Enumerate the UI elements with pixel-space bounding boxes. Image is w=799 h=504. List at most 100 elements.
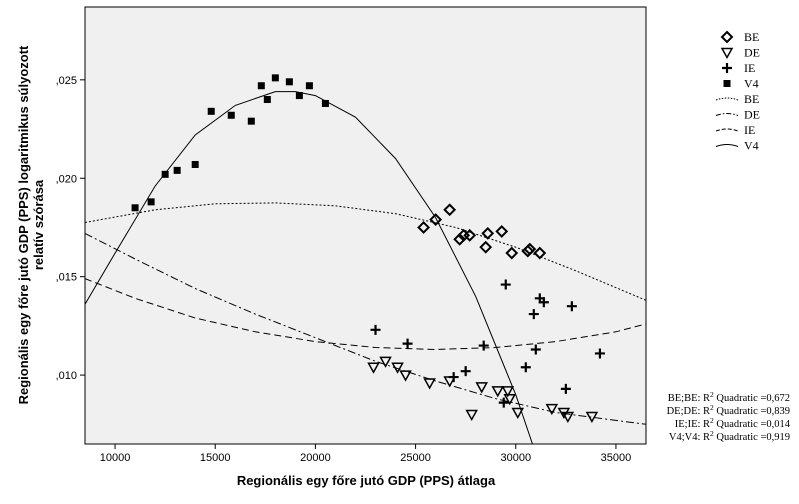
point-ie: [528, 309, 539, 320]
point-be: [523, 242, 537, 256]
point-de: [491, 386, 505, 398]
point-v4: [161, 170, 169, 178]
point-v4: [295, 92, 303, 100]
point-ie: [402, 338, 413, 349]
point-ie: [370, 324, 381, 335]
point-ie: [594, 348, 605, 359]
fit-line-de: [85, 232, 646, 425]
point-ie: [448, 372, 459, 383]
point-ie: [538, 297, 549, 308]
r2-annotation: DE;DE: R2 Quadratic =0,839: [667, 403, 790, 417]
fit-lines: [85, 91, 646, 444]
point-be: [533, 246, 547, 260]
x-axis: 10000 15000 20000 25000 30000 35000: [100, 444, 631, 464]
point-de: [511, 407, 525, 420]
point-be: [429, 213, 443, 227]
x-axis-title: Regionális egy főre jutó GDP (PPS) átlag…: [237, 473, 496, 488]
point-v4: [247, 117, 255, 125]
point-v4: [271, 74, 279, 82]
y-axis: ,010 ,015 ,020 ,025: [56, 75, 85, 382]
legend-label-de: DE: [744, 46, 760, 60]
y-tick-label: ,025: [56, 75, 77, 87]
y-tick-label: ,010: [56, 370, 77, 382]
x-tick-label: 20000: [300, 452, 331, 464]
point-de: [585, 411, 599, 423]
point-de: [501, 386, 515, 398]
legend-marker-v4: [723, 80, 731, 87]
point-v4: [173, 166, 181, 174]
y-tick-label: ,020: [56, 173, 77, 185]
point-v4: [305, 82, 313, 90]
point-de: [367, 362, 380, 374]
legend-label-fit-be: BE: [744, 92, 759, 106]
y-axis-title-line-2: relatív szórása: [31, 179, 46, 270]
point-be: [495, 224, 509, 238]
r2-annotation: V4;V4: R2 Quadratic =0,919: [669, 429, 790, 443]
legend-line-de: [715, 113, 739, 116]
fit-line-v4: [85, 91, 534, 444]
point-de: [475, 382, 488, 394]
point-de: [503, 393, 517, 406]
point-v4: [227, 111, 235, 119]
point-be: [417, 221, 431, 234]
point-ie: [460, 366, 471, 377]
legend-label-ie: IE: [744, 61, 755, 75]
point-ie: [520, 362, 531, 373]
point-be: [479, 240, 493, 254]
x-tick-label: 30000: [500, 452, 531, 464]
point-ie: [560, 383, 571, 394]
x-tick-label: 25000: [400, 452, 431, 464]
point-ie: [566, 301, 577, 312]
legend-marker-de: [720, 47, 734, 60]
y-tick-label: ,015: [56, 272, 77, 284]
r2-annotation: BE;BE: R2 Quadratic =0,672: [668, 390, 790, 404]
point-ie: [530, 344, 541, 355]
point-de: [423, 378, 436, 390]
point-be: [463, 228, 477, 242]
legend-marker-ie: [722, 63, 732, 73]
point-de: [391, 362, 404, 374]
fit-line-be: [85, 202, 646, 301]
point-be: [443, 203, 457, 217]
point-de: [379, 356, 392, 368]
point-v4: [131, 204, 139, 212]
point-ie: [478, 340, 489, 351]
legend-label-fit-ie: IE: [744, 123, 755, 137]
point-de: [561, 411, 575, 423]
legend-label-fit-v4: V4: [744, 139, 759, 153]
legend-line-v4: [715, 144, 739, 147]
x-tick-label: 10000: [100, 452, 131, 464]
point-de: [545, 403, 559, 416]
point-be: [505, 246, 519, 260]
legend-line-ie: [715, 128, 739, 132]
point-v4: [191, 160, 199, 168]
y-axis-title-line-1: Regionális egy főre jutó GDP (PPS) logar…: [16, 45, 31, 404]
point-v4: [207, 107, 215, 115]
legend-label-be: BE: [744, 30, 759, 44]
legend-line-be: [715, 97, 739, 101]
legend-label-fit-de: DE: [744, 108, 760, 122]
data-points: [131, 74, 605, 423]
r2-annotation: IE;IE: R2 Quadratic =0,014: [675, 416, 791, 430]
point-v4: [285, 78, 293, 86]
plot-area: [84, 6, 647, 445]
point-de: [399, 370, 412, 382]
legend-label-v4: V4: [744, 77, 759, 91]
y-axis-title: Regionális egy főre jutó GDP (PPS) logar…: [16, 45, 46, 404]
point-v4: [147, 198, 155, 206]
point-be: [481, 226, 495, 240]
fit-line-ie: [85, 278, 646, 351]
point-ie: [498, 397, 509, 408]
point-v4: [257, 82, 265, 90]
point-v4: [321, 99, 329, 107]
point-de: [465, 409, 478, 422]
legend-marker-be: [720, 30, 734, 44]
point-ie: [500, 279, 511, 290]
x-tick-label: 15000: [200, 452, 231, 464]
point-v4: [263, 96, 271, 104]
point-be: [453, 232, 467, 246]
x-tick-label: 35000: [601, 452, 632, 464]
